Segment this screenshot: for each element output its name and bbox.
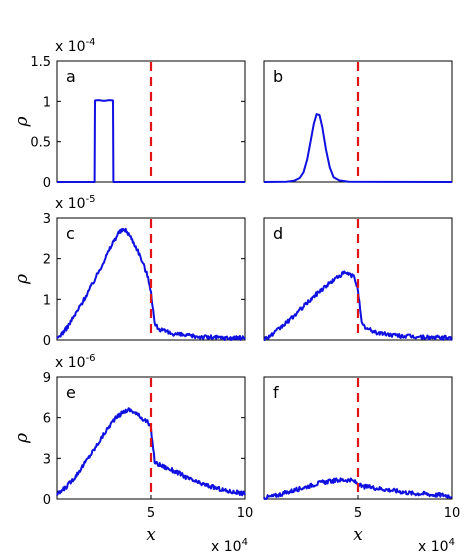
x-tick-label: 5 [354,506,362,521]
y-multiplier: x 10-4 [55,37,96,55]
x-tick-label: 10 [237,506,254,521]
panel-a: 0 0.5 1 1.5 x 10-4 ρ a [12,37,246,191]
x-multiplier-exp: 4 [449,537,455,548]
panel-b: b [263,60,453,183]
axes-frame [263,217,453,341]
x-tick-label: 10 [444,506,461,521]
x-multiplier-exp: 4 [242,537,248,548]
x-multiplier: x 104 [418,537,455,555]
panel-e: 0 3 6 9 5 10 x 10-6 x 104 ρ x e [12,353,253,555]
x-axis-label: x [146,525,156,545]
x-axis-label: x [353,525,363,545]
y-multiplier: x 10-6 [55,353,96,371]
y-multiplier-exp: -4 [86,37,96,48]
y-tick-label: 1.5 [30,55,51,70]
axes-frame [56,217,246,341]
y-axis-label: ρ [12,274,32,285]
y-multiplier-exp: -6 [86,353,96,364]
y-tick-label: 0 [43,334,51,349]
y-tick-label: 1 [43,293,51,308]
y-tick-label: 0.5 [30,136,51,151]
panel-letter: a [66,67,76,86]
y-tick-label: 2 [43,253,51,268]
panel-d: d [263,217,453,341]
x-tick-label: 5 [147,506,155,521]
panel-letter: e [66,383,76,402]
y-tick-label: 3 [43,452,51,467]
series-line [56,227,246,341]
panel-c: 0 1 2 3 x 10-5 ρ c [12,194,246,349]
series-line [57,99,245,183]
series-line [263,113,453,183]
panel-f: 5 10 x 104 x f [263,376,461,555]
panel-letter: f [273,383,279,402]
series-line [263,270,453,341]
series-line [56,407,246,497]
panel-letter: c [66,224,75,243]
y-axis-label: ρ [12,117,32,128]
y-tick-label: 6 [43,412,51,427]
y-tick-label: 3 [43,212,51,227]
panel-letter: b [273,67,283,86]
y-axis-label: ρ [12,433,32,444]
y-multiplier-exp: -5 [86,194,96,205]
y-tick-label: 9 [43,371,51,386]
y-tick-label: 0 [43,176,51,191]
x-multiplier: x 104 [211,537,248,555]
y-tick-label: 0 [43,493,51,508]
y-multiplier: x 10-5 [55,194,96,212]
panel-letter: d [273,224,283,243]
y-tick-label: 1 [43,95,51,110]
